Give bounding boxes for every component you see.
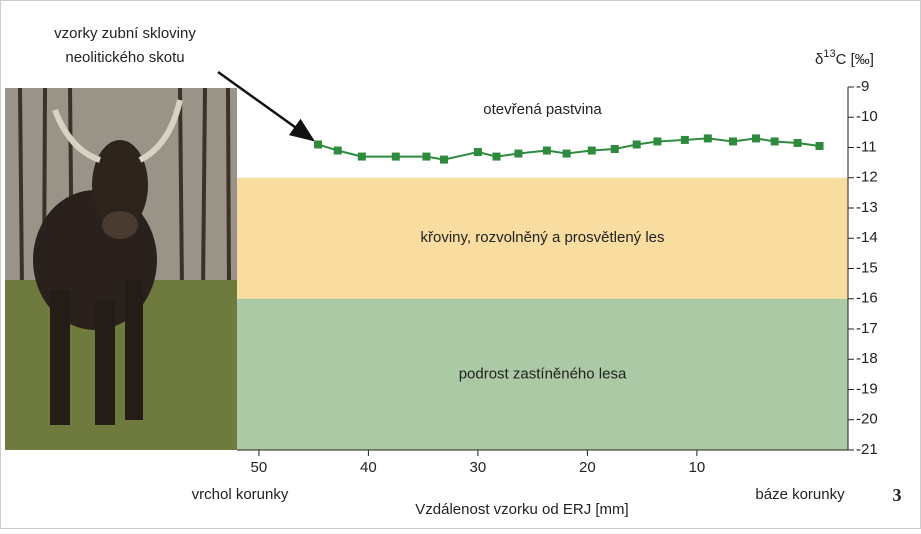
x-tick-label: 10 [689, 459, 706, 476]
y-tick-label: -12 [856, 169, 878, 186]
x-tick-label: 40 [360, 459, 377, 476]
marker [563, 150, 571, 158]
marker [358, 153, 366, 161]
y-tick-label: -21 [856, 441, 878, 458]
x-left-label: vrchol korunky [192, 486, 289, 503]
y-tick-label: -20 [856, 411, 878, 428]
marker [588, 147, 596, 155]
y-tick-label: -17 [856, 320, 878, 337]
marker [422, 153, 430, 161]
marker [493, 153, 501, 161]
marker [816, 142, 824, 150]
y-tick-label: -13 [856, 199, 878, 216]
x-tick-label: 50 [251, 459, 268, 476]
marker [794, 139, 802, 147]
marker [704, 134, 712, 142]
band-label: podrost zastíněného lesa [459, 365, 627, 382]
y-tick-label: -14 [856, 229, 878, 246]
y-tick-label: -18 [856, 350, 878, 367]
cow-photo [5, 88, 237, 450]
figure-number: 3 [893, 485, 902, 505]
marker [611, 145, 619, 153]
y-tick-label: -10 [856, 108, 878, 125]
marker [653, 137, 661, 145]
y-tick-label: -11 [856, 138, 877, 155]
band-label: křoviny, rozvolněný a prosvětlený les [421, 229, 665, 246]
annotation: vzorky zubní skloviny [54, 25, 196, 42]
y-tick-label: -9 [856, 78, 869, 95]
x-tick-label: 20 [579, 459, 596, 476]
marker [681, 136, 689, 144]
marker [752, 134, 760, 142]
marker [392, 153, 400, 161]
marker [729, 137, 737, 145]
marker [771, 137, 779, 145]
y-tick-label: -16 [856, 290, 878, 307]
marker [334, 147, 342, 155]
marker [543, 147, 551, 155]
chart: vzorky zubní skloviny neolitického skotu… [0, 0, 921, 529]
band-label: otevřená pastvina [483, 101, 602, 118]
annotation: neolitického skotu [65, 49, 184, 66]
y-tick-label: -19 [856, 380, 878, 397]
x-right-label: báze korunky [755, 486, 845, 503]
y-label-sup: 13 [823, 48, 835, 60]
x-axis-label: Vzdálenost vzorku od ERJ [mm] [415, 501, 628, 518]
marker [474, 148, 482, 156]
x-tick-label: 30 [470, 459, 487, 476]
marker [314, 140, 322, 148]
marker [514, 150, 522, 158]
marker [633, 140, 641, 148]
y-label-rest: C [‰] [836, 51, 874, 68]
marker [440, 156, 448, 164]
y-label-symbol: δ [815, 51, 823, 68]
y-tick-label: -15 [856, 259, 878, 276]
